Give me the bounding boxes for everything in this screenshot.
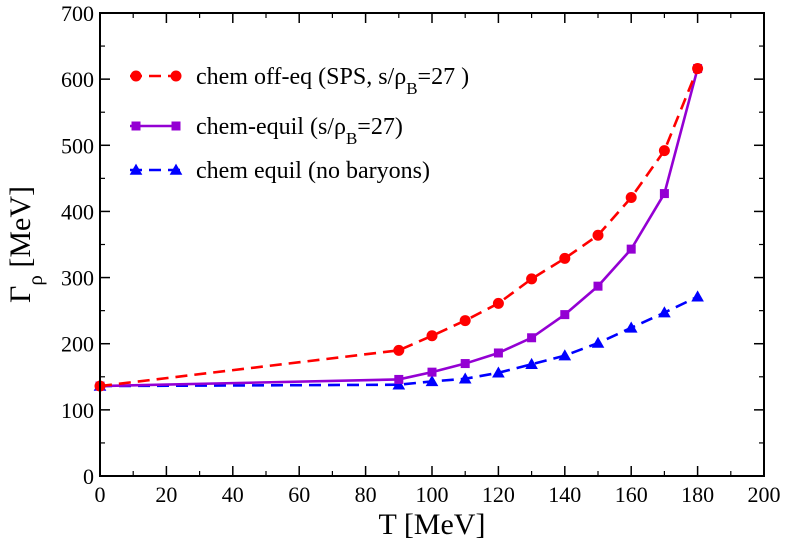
data-point-circle xyxy=(130,70,142,82)
data-point-circle xyxy=(559,252,571,264)
data-point-triangle xyxy=(129,163,143,175)
x-tick-label: 140 xyxy=(548,482,581,507)
data-point-circle xyxy=(692,63,704,75)
series-line xyxy=(99,68,699,388)
x-tick-label: 160 xyxy=(615,482,648,507)
data-point-circle xyxy=(625,192,637,204)
data-layer xyxy=(93,63,704,392)
data-point-triangle xyxy=(558,349,572,361)
data-point-square xyxy=(626,244,636,254)
data-point-circle xyxy=(459,315,471,327)
data-point-circle xyxy=(170,70,182,82)
y-tick-label: 700 xyxy=(61,1,94,26)
series-line xyxy=(99,295,699,388)
data-point-circle xyxy=(393,344,405,356)
data-point-square xyxy=(171,121,181,131)
legend-label: chem-equil (s/ρB=27) xyxy=(196,114,403,148)
legend-item-2: chem-equil (s/ρB=27) xyxy=(130,114,403,148)
y-tick-label: 500 xyxy=(61,133,94,158)
tick-layer: 0 20 40 60 80 100 120 140 160 180 200 0 100 200 300 400… xyxy=(61,1,781,507)
data-point-square xyxy=(527,333,537,343)
series-1 xyxy=(94,63,704,392)
y-tick-label: 100 xyxy=(61,398,94,423)
data-point-triangle xyxy=(492,366,505,378)
data-point-circle xyxy=(426,330,438,342)
y-tick-label: 0 xyxy=(83,464,94,489)
data-point-triangle xyxy=(591,336,605,348)
data-point-square xyxy=(427,367,437,377)
data-point-triangle xyxy=(458,372,472,384)
x-tick-label: 100 xyxy=(416,482,449,507)
data-point-circle xyxy=(492,297,504,309)
data-point-circle xyxy=(526,273,538,285)
series-3 xyxy=(93,290,704,391)
data-point-triangle xyxy=(169,163,183,175)
x-tick-label: 40 xyxy=(222,482,244,507)
data-point-square xyxy=(394,374,404,384)
data-point-triangle xyxy=(624,321,638,333)
y-tick-label: 400 xyxy=(61,199,94,224)
data-point-circle xyxy=(658,145,670,157)
legend-label: chem off-eq (SPS, s/ρB=27 ) xyxy=(196,64,469,98)
x-tick-label: 20 xyxy=(155,482,177,507)
x-tick-label: 0 xyxy=(95,482,106,507)
x-tick-label: 180 xyxy=(681,482,714,507)
y-tick-label: 600 xyxy=(61,67,94,92)
legend-label: chem equil (no baryons) xyxy=(196,158,430,184)
data-point-square xyxy=(659,189,669,199)
x-axis-title: T [MeV] xyxy=(379,508,486,541)
data-point-square xyxy=(460,359,470,369)
y-tick-label: 300 xyxy=(61,266,94,291)
legend: chem off-eq (SPS, s/ρB=27 ) chem-equil (s… xyxy=(129,64,469,184)
legend-item-3: chem equil (no baryons) xyxy=(129,158,430,184)
x-tick-label: 200 xyxy=(748,482,781,507)
x-tick-label: 60 xyxy=(288,482,310,507)
x-tick-label: 120 xyxy=(482,482,515,507)
data-point-square xyxy=(560,310,570,320)
data-point-triangle xyxy=(392,378,406,390)
y-axis-title: Γρ [MeV] xyxy=(4,186,47,303)
data-point-square xyxy=(131,121,141,131)
data-point-square xyxy=(593,281,603,291)
data-point-triangle xyxy=(691,290,704,302)
data-point-circle xyxy=(592,229,604,241)
data-point-triangle xyxy=(425,375,439,387)
legend-item-1: chem off-eq (SPS, s/ρB=27 ) xyxy=(130,64,469,98)
data-point-triangle xyxy=(658,306,671,318)
data-point-square xyxy=(493,348,503,358)
x-tick-label: 80 xyxy=(355,482,377,507)
data-point-triangle xyxy=(525,357,538,369)
y-tick-label: 200 xyxy=(61,332,94,357)
